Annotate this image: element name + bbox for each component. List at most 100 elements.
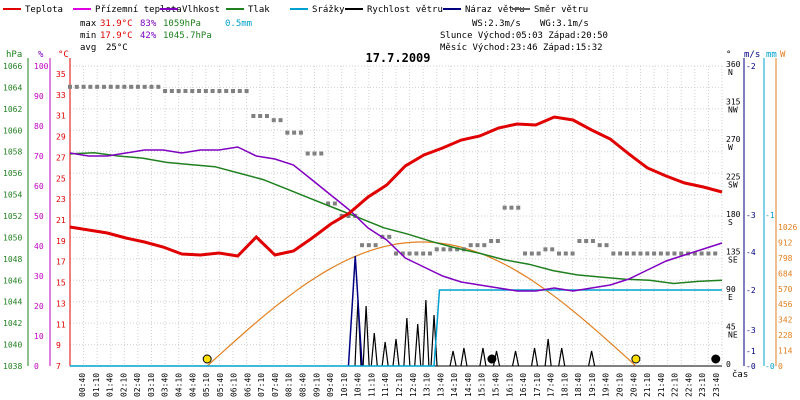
tick-x: 21:40	[657, 373, 666, 397]
tick-degc: 25	[56, 174, 66, 183]
wind-speed-spike	[479, 347, 487, 367]
wind-dir-dot	[448, 247, 453, 252]
legend-label: Směr větru	[534, 5, 588, 15]
stat-min-temp: 17.9°C	[100, 31, 133, 41]
wind-dir-dot	[679, 251, 684, 256]
tick-x: 23:10	[698, 373, 707, 397]
tick-x: 15:40	[491, 373, 500, 397]
tick-x: 11:10	[367, 373, 376, 397]
tick-x: 19:40	[602, 373, 611, 397]
tick-x: 08:40	[299, 373, 308, 397]
wind-speed-spike	[422, 299, 430, 367]
wind-dir-dot	[278, 118, 283, 123]
tick-dir: 135	[726, 248, 741, 257]
moonrise-marker	[711, 354, 721, 364]
tick-wm2: 912	[778, 238, 793, 247]
tick-hpa: 1044	[3, 298, 22, 307]
wind-dir-dot	[203, 89, 208, 93]
tick-x: 17:10	[533, 373, 542, 397]
wind-speed-spike	[449, 350, 457, 367]
stat-avg-temp: 25°C	[106, 43, 128, 53]
tick-degc: 17	[56, 258, 66, 267]
tick-x: 10:40	[354, 373, 363, 397]
legend-label: Tlak	[248, 5, 270, 15]
series	[68, 84, 723, 367]
tick-degc: 13	[56, 299, 66, 308]
tick-dir: 180	[726, 210, 741, 219]
legend-label: Teplota	[25, 5, 63, 15]
tick-pct: 10	[34, 332, 44, 341]
wind-dir-dot	[407, 251, 412, 256]
tick-x: 04:10	[174, 373, 183, 397]
wind-dir-dot	[68, 84, 72, 89]
tick-degc: 7	[56, 362, 61, 371]
tick-ms: -2	[746, 286, 756, 295]
wind-dir-dot	[529, 251, 534, 256]
tick-dir-compass: S	[728, 218, 733, 227]
tick-degc: 19	[56, 237, 66, 246]
tick-dir: 360	[726, 60, 741, 69]
tick-x: 12:40	[409, 373, 418, 397]
wind-speed-spike	[370, 332, 378, 367]
tick-x: 01:40	[106, 373, 115, 397]
wind-dir-dot	[305, 151, 310, 156]
tick-wm2: 684	[778, 269, 793, 278]
wind-dir-dot	[326, 201, 331, 206]
tick-x: 14:10	[450, 373, 459, 397]
tick-pct: 50	[34, 212, 44, 221]
tick-x: 08:10	[285, 373, 294, 397]
tick-x: 11:40	[381, 373, 390, 397]
tick-wm2: 342	[778, 316, 793, 325]
chart-title: 17.7.2009	[365, 51, 430, 65]
wind-dir-dot	[665, 251, 670, 256]
stat-max-hum: 83%	[140, 19, 157, 29]
wind-dir-dot	[713, 251, 718, 256]
tick-x: 10:10	[340, 373, 349, 397]
tick-dir-compass: W	[728, 143, 733, 152]
tick-degc: 21	[56, 216, 66, 225]
tick-x: 04:40	[188, 373, 197, 397]
tick-hpa: 1064	[3, 83, 22, 92]
wind-dir-dot	[210, 89, 215, 93]
tick-degc: 35	[56, 70, 66, 79]
tick-dir-compass: SE	[728, 256, 738, 265]
tick-ms: -0	[746, 362, 756, 371]
legend-label: Rychlost větru	[367, 5, 443, 15]
tick-wm2: 798	[778, 254, 793, 263]
tick-pct: 60	[34, 182, 44, 191]
wind-dir-dot	[197, 89, 202, 93]
wind-dir-dot	[217, 89, 222, 93]
tick-hpa: 1050	[3, 233, 22, 242]
wind-dir-dot	[516, 205, 521, 210]
wind-dir-dot	[244, 89, 249, 93]
tick-pct: 80	[34, 122, 44, 131]
wind-speed-spike	[530, 347, 539, 367]
wind-dir-dot	[570, 251, 575, 256]
tick-pct: 70	[34, 152, 44, 161]
tick-degc: 31	[56, 112, 66, 121]
x-axis-label: čas	[732, 369, 748, 380]
tick-pct: 90	[34, 92, 44, 101]
tick-dir-compass: SW	[728, 181, 738, 190]
wind-dir-dot	[699, 251, 704, 256]
wind-dir-dot	[387, 234, 392, 239]
tick-x: 20:40	[629, 373, 638, 397]
wind-dir-dot	[319, 151, 324, 156]
wind-dir-dot	[122, 84, 127, 89]
wind-dir-dot	[706, 251, 711, 256]
tick-degc: 23	[56, 195, 66, 204]
tick-dir-compass: NE	[728, 331, 738, 340]
stats-block: max 31.9°C 83% 1059hPa 0.5mm min 17.9°C …	[80, 19, 608, 53]
tick-x: 03:10	[147, 373, 156, 397]
wind-dir-dot	[631, 251, 636, 256]
wind-dir-dot	[190, 89, 195, 93]
tick-hpa: 1042	[3, 319, 22, 328]
wind-dir-dot	[475, 243, 480, 248]
wind-dir-dot	[95, 84, 100, 89]
series-humidity	[69, 146, 723, 292]
wind-dir-dot	[108, 84, 113, 89]
tick-dir: 225	[726, 173, 741, 182]
tick-dir-compass: N	[728, 68, 733, 77]
wind-gust-spike	[347, 255, 363, 367]
tick-dir-compass: E	[728, 293, 733, 302]
